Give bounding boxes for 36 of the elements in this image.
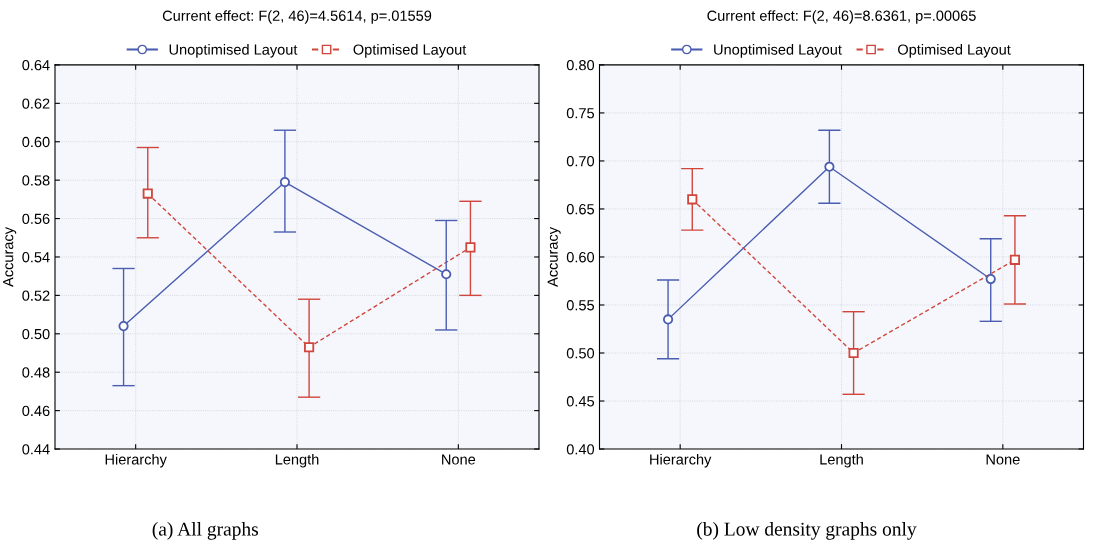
y-tick-label: 0.56: [22, 213, 50, 224]
legend-label: Unoptimised Layout: [169, 44, 298, 58]
y-tick-label: 0.52: [22, 290, 50, 301]
y-tick-label: 0.48: [22, 367, 50, 378]
chart-title: Current effect: F(2, 46)=4.5614, p=.01559: [162, 10, 432, 24]
y-tick-label: 0.58: [22, 175, 50, 186]
chart-title: Current effect: F(2, 46)=8.6361, p=.00065: [707, 10, 976, 24]
text: (b) Low density graphs only: [697, 522, 917, 540]
x-tick-label: Length: [820, 453, 863, 468]
y-tick-label: 0.62: [22, 98, 50, 109]
y-tick-label: 0.45: [566, 396, 595, 407]
x-tick-label: None: [442, 454, 476, 465]
y-tick-label: 0.75: [566, 108, 595, 119]
x-tick-label: Hierarchy: [650, 453, 712, 468]
x-tick-label: Hierarchy: [105, 453, 167, 468]
y-tick-label: 0.44: [22, 444, 50, 455]
y-axis-title: Accuracy: [547, 227, 561, 287]
y-tick-label: 0.60: [566, 252, 595, 263]
y-tick-label: 0.80: [566, 60, 595, 71]
y-tick-label: 0.40: [566, 444, 595, 455]
x-tick-label: Length: [275, 453, 319, 468]
y-tick-label: 0.65: [566, 204, 595, 215]
y-tick-label: 0.50: [566, 348, 595, 359]
x-tick-label: None: [986, 454, 1020, 465]
legend-label: Optimised Layout: [898, 44, 1011, 58]
y-tick-label: 0.60: [22, 136, 50, 148]
y-tick-label: 0.64: [22, 60, 50, 71]
y-tick-label: 0.50: [22, 328, 50, 340]
legend-label: Optimised Layout: [353, 44, 467, 58]
y-axis-title: Accuracy: [3, 227, 17, 287]
y-tick-label: 0.54: [22, 252, 50, 263]
text: (a) All graphs: [152, 522, 259, 540]
y-tick-label: 0.70: [566, 156, 595, 167]
y-tick-label: 0.46: [22, 405, 50, 417]
y-tick-label: 0.55: [566, 300, 595, 311]
legend-label: Unoptimised Layout: [714, 44, 842, 58]
